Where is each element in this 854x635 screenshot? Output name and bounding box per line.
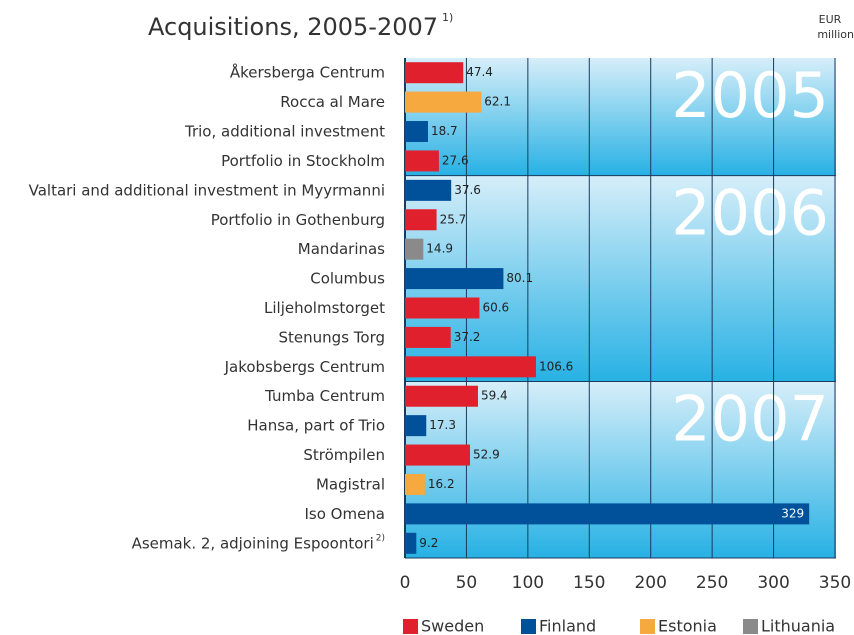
legend-label: Lithuania bbox=[761, 617, 835, 635]
bar bbox=[405, 238, 424, 260]
bar bbox=[405, 385, 478, 407]
unit-label: EUR bbox=[819, 13, 842, 26]
group-label: 2006 bbox=[671, 177, 829, 250]
value-label: 17.3 bbox=[429, 418, 456, 432]
y-tick-label: Strömpilen bbox=[303, 446, 385, 464]
x-tick-label: 350 bbox=[819, 573, 851, 593]
x-tick-label: 100 bbox=[512, 573, 544, 593]
category-name: Asemak. 2, adjoining Espoontori bbox=[132, 534, 374, 552]
bar bbox=[405, 150, 439, 172]
value-label: 14.9 bbox=[426, 242, 453, 256]
group-label: 2007 bbox=[671, 383, 829, 456]
legend-label: Finland bbox=[539, 617, 596, 635]
value-label: 329 bbox=[781, 506, 804, 520]
y-tick-label: Tumba Centrum bbox=[264, 387, 385, 405]
category-note: 2) bbox=[376, 533, 385, 543]
bar bbox=[405, 121, 428, 143]
bar bbox=[405, 503, 810, 525]
category-name: Strömpilen bbox=[303, 446, 385, 464]
category-name: Jakobsbergs Centrum bbox=[224, 357, 385, 375]
bar bbox=[405, 356, 536, 378]
bar bbox=[405, 209, 437, 231]
y-tick-label: Columbus bbox=[310, 269, 385, 287]
value-label: 59.4 bbox=[481, 389, 508, 403]
value-label: 25.7 bbox=[440, 212, 467, 226]
y-tick-label: Mandarinas bbox=[298, 240, 385, 258]
bar bbox=[405, 268, 504, 290]
y-tick-label: Trio, additional investment bbox=[184, 122, 385, 140]
category-name: Trio, additional investment bbox=[184, 122, 385, 140]
y-tick-label: Magistral bbox=[316, 475, 385, 493]
legend-label: Sweden bbox=[421, 617, 484, 635]
bar bbox=[405, 326, 451, 348]
legend-label: Estonia bbox=[658, 617, 717, 635]
y-tick-label: Liljeholmstorget bbox=[264, 299, 385, 317]
x-tick-label: 300 bbox=[757, 573, 789, 593]
y-tick-label: Asemak. 2, adjoining Espoontori 2) bbox=[132, 533, 385, 552]
y-tick-label: Iso Omena bbox=[304, 504, 385, 522]
unit-label: million bbox=[817, 28, 854, 41]
value-label: 62.1 bbox=[484, 95, 511, 109]
bar bbox=[405, 444, 470, 466]
legend-swatch bbox=[521, 619, 536, 634]
category-name: Columbus bbox=[310, 269, 385, 287]
x-tick-label: 250 bbox=[696, 573, 728, 593]
legend-swatch bbox=[640, 619, 655, 634]
y-tick-label: Åkersberga Centrum bbox=[230, 62, 385, 81]
group-background bbox=[405, 58, 836, 176]
y-tick-label: Stenungs Torg bbox=[279, 328, 385, 346]
category-name: Tumba Centrum bbox=[264, 387, 385, 405]
y-tick-label: Portfolio in Gothenburg bbox=[211, 210, 385, 228]
bar bbox=[405, 415, 427, 437]
value-label: 106.6 bbox=[539, 359, 573, 373]
category-name: Iso Omena bbox=[304, 504, 385, 522]
category-name: Liljeholmstorget bbox=[264, 299, 385, 317]
value-label: 47.4 bbox=[466, 65, 493, 79]
category-name: Portfolio in Stockholm bbox=[221, 151, 385, 169]
x-tick-label: 0 bbox=[400, 573, 411, 593]
category-name: Mandarinas bbox=[298, 240, 385, 258]
category-name: Valtari and additional investment in Myy… bbox=[29, 181, 385, 199]
x-tick-label: 50 bbox=[456, 573, 478, 593]
x-tick-label: 150 bbox=[573, 573, 605, 593]
bar bbox=[405, 297, 480, 319]
category-name: Portfolio in Gothenburg bbox=[211, 210, 385, 228]
y-tick-label: Hansa, part of Trio bbox=[247, 416, 385, 434]
category-name: Rocca al Mare bbox=[280, 93, 385, 111]
value-label: 52.9 bbox=[473, 448, 500, 462]
bar bbox=[405, 62, 464, 84]
category-name: Hansa, part of Trio bbox=[247, 416, 385, 434]
value-label: 27.6 bbox=[442, 153, 469, 167]
y-tick-label: Rocca al Mare bbox=[280, 93, 385, 111]
value-label: 37.6 bbox=[454, 183, 481, 197]
value-label: 37.2 bbox=[454, 330, 481, 344]
value-label: 60.6 bbox=[482, 301, 509, 315]
value-label: 18.7 bbox=[431, 124, 458, 138]
value-label: 80.1 bbox=[506, 271, 533, 285]
y-tick-label: Jakobsbergs Centrum bbox=[224, 357, 385, 375]
x-tick-label: 200 bbox=[634, 573, 666, 593]
chart-title: Acquisitions, 2005-2007 1) bbox=[148, 11, 453, 41]
category-name: Magistral bbox=[316, 475, 385, 493]
value-label: 16.2 bbox=[428, 477, 455, 491]
bar bbox=[405, 179, 452, 201]
category-name: Åkersberga Centrum bbox=[230, 62, 385, 81]
bar bbox=[405, 91, 482, 113]
y-tick-label: Valtari and additional investment in Myy… bbox=[29, 181, 385, 199]
category-name: Stenungs Torg bbox=[279, 328, 385, 346]
bar bbox=[405, 532, 417, 554]
y-tick-label: Portfolio in Stockholm bbox=[221, 151, 385, 169]
legend-swatch bbox=[743, 619, 758, 634]
legend-swatch bbox=[403, 619, 418, 634]
value-label: 9.2 bbox=[419, 536, 438, 550]
bar bbox=[405, 473, 425, 495]
group-background bbox=[405, 381, 836, 558]
group-label: 2005 bbox=[671, 59, 829, 132]
